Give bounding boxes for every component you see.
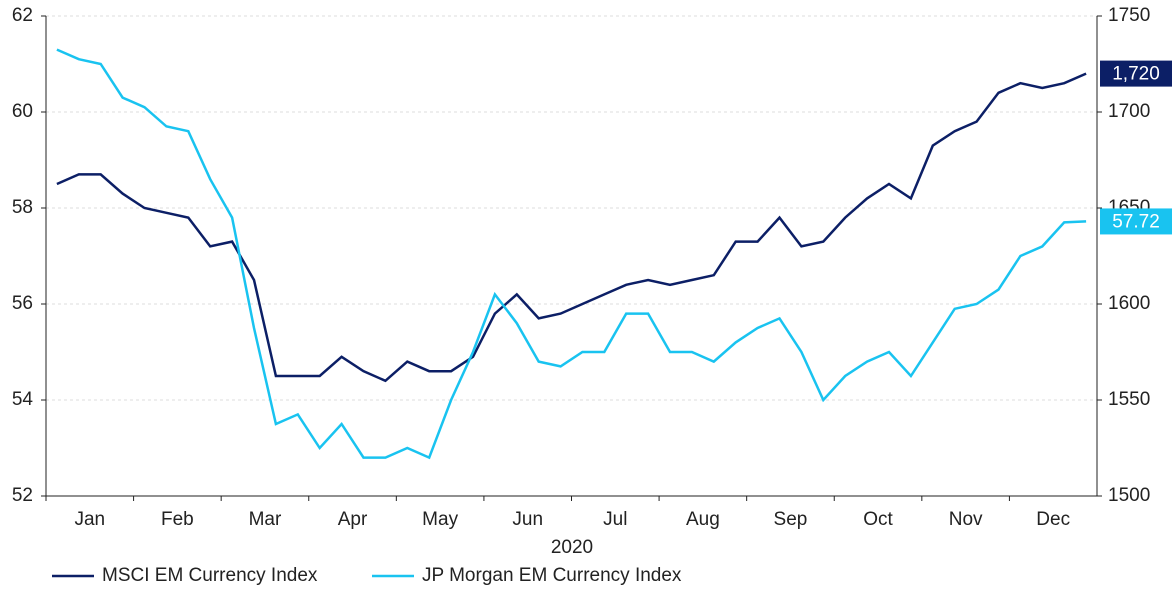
x-axis-label: 2020 xyxy=(551,537,593,558)
x-tick-label: Jul xyxy=(603,509,627,530)
x-tick-label: Sep xyxy=(774,509,808,530)
y2-tick-label: 1600 xyxy=(1108,293,1150,314)
x-tick-label: Oct xyxy=(863,509,893,530)
y-tick-label: 54 xyxy=(12,389,34,410)
x-tick-label: Nov xyxy=(949,509,983,530)
y-tick-label: 58 xyxy=(12,197,33,218)
x-tick-label: Mar xyxy=(249,509,282,530)
y-tick-label: 56 xyxy=(12,293,33,314)
legend-label: MSCI EM Currency Index xyxy=(102,565,318,586)
y-tick-label: 62 xyxy=(12,5,33,26)
x-tick-label: Jun xyxy=(512,509,543,530)
y-tick-label: 52 xyxy=(12,485,33,506)
y2-tick-label: 1500 xyxy=(1108,485,1150,506)
x-tick-label: Apr xyxy=(338,509,368,530)
x-tick-label: Feb xyxy=(161,509,194,530)
x-tick-label: Aug xyxy=(686,509,720,530)
end-label-box xyxy=(1100,208,1172,235)
y2-tick-label: 1700 xyxy=(1108,101,1150,122)
end-label-box xyxy=(1100,60,1172,87)
y-tick-label: 60 xyxy=(12,101,33,122)
x-tick-label: Jan xyxy=(74,509,105,530)
end-label: 1,720 xyxy=(1112,64,1160,85)
x-tick-label: Dec xyxy=(1036,509,1070,530)
y2-tick-label: 1550 xyxy=(1108,389,1150,410)
x-tick-label: May xyxy=(422,509,458,530)
legend-label: JP Morgan EM Currency Index xyxy=(422,565,682,586)
series-line xyxy=(56,72,1087,383)
y2-tick-label: 1750 xyxy=(1108,5,1150,26)
end-label: 57.72 xyxy=(1112,211,1160,232)
series-line xyxy=(56,48,1087,460)
